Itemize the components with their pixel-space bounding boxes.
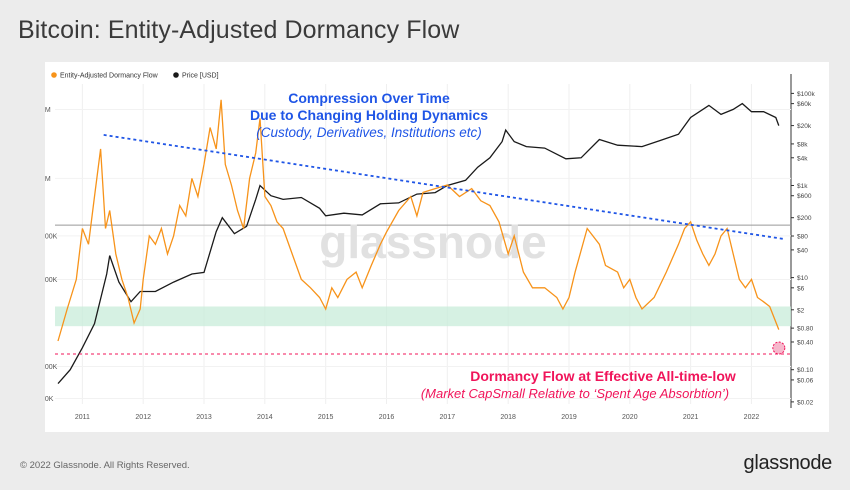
right-tick-label: $0.40	[797, 339, 814, 346]
x-tick-label: 2017	[440, 414, 456, 421]
right-tick-label: $40	[797, 247, 808, 254]
annotation-top-line3: (Custody, Derivatives, Institutions etc)	[256, 125, 482, 140]
left-tick-label: 60K	[45, 396, 54, 403]
left-tick-label: 800K	[45, 233, 58, 240]
legend-price-label: Price [USD]	[182, 73, 219, 80]
legend-dormancy-swatch	[51, 72, 57, 78]
copyright-text: © 2022 Glassnode. All Rights Reserved.	[20, 460, 190, 471]
left-tick-label: 2M	[45, 176, 51, 183]
right-tick-label: $80	[797, 234, 808, 241]
x-tick-label: 2015	[318, 414, 334, 421]
right-tick-label: $8k	[797, 141, 808, 148]
right-tick-label: $20k	[797, 123, 812, 130]
right-tick-label: $1k	[797, 183, 808, 190]
x-tick-label: 2013	[196, 414, 212, 421]
x-tick-label: 2021	[683, 414, 699, 421]
right-tick-label: $4k	[797, 155, 808, 162]
left-tick-label: 6M	[45, 107, 51, 114]
annotation-top-line1: Compression Over Time	[288, 90, 450, 106]
x-tick-label: 2020	[622, 414, 638, 421]
right-tick-label: $600	[797, 193, 812, 200]
left-tick-label: 100K	[45, 364, 58, 371]
right-tick-label: $200	[797, 215, 812, 222]
price-series-line	[57, 102, 780, 385]
dormancy-series-line	[57, 99, 780, 342]
compression-trendline	[103, 134, 786, 241]
annotation-bottom-line1: Dormancy Flow at Effective All-time-low	[470, 368, 736, 384]
dormancy-flow-chart: 2011 2012 2013 2014 2015 2016 2017 2018 2019 2020…	[41, 72, 815, 421]
watermark-text: glassnode	[319, 216, 547, 268]
right-tick-label: $0.02	[797, 399, 814, 406]
right-tick-label: $0.06	[797, 377, 814, 384]
x-tick-label: 2014	[257, 414, 273, 421]
chart-card: 2011 2012 2013 2014 2015 2016 2017 2018 2019 2020…	[41, 62, 829, 432]
right-tick-label: $6	[797, 285, 805, 292]
right-tick-label: $0.80	[797, 326, 814, 333]
right-tick-label: $10	[797, 275, 808, 282]
right-tick-label: $2	[797, 307, 805, 314]
left-tick-label: 400K	[45, 277, 58, 284]
x-tick-label: 2016	[379, 414, 395, 421]
brand-logo: glassnode	[743, 452, 833, 474]
x-tick-label: 2018	[500, 414, 516, 421]
annotation-bottom-line2: (Market CapSmall Relative to ‘Spent Age …	[421, 386, 729, 401]
annotation-top-line2: Due to Changing Holding Dynamics	[250, 107, 488, 123]
legend-price-swatch	[173, 72, 179, 78]
right-tick-label: $100k	[797, 91, 815, 98]
x-tick-label: 2019	[561, 414, 577, 421]
right-tick-label: $60k	[797, 101, 812, 108]
right-tick-label: $0.10	[797, 367, 814, 374]
low-dormancy-band	[55, 306, 791, 327]
x-tick-label: 2012	[135, 414, 151, 421]
legend-dormancy-label: Entity-Adjusted Dormancy Flow	[60, 73, 159, 80]
all-time-low-marker	[772, 341, 786, 355]
page-title: Bitcoin: Entity-Adjusted Dormancy Flow	[18, 16, 460, 44]
x-tick-label: 2011	[75, 414, 90, 421]
x-tick-label: 2022	[744, 414, 760, 421]
